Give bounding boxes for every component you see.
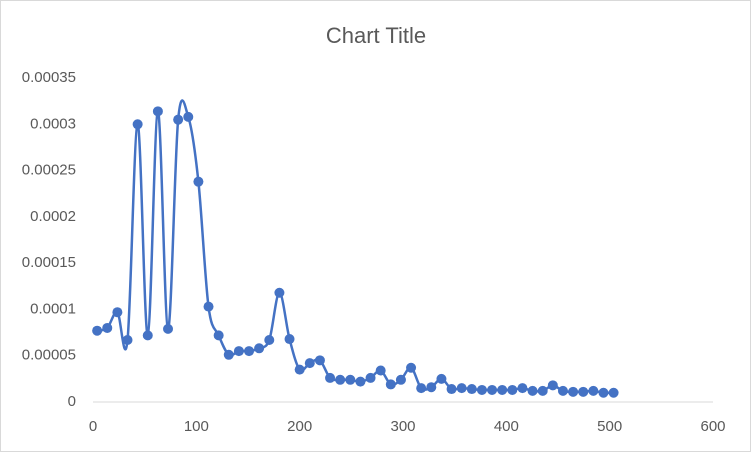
data-point	[487, 384, 498, 395]
data-point	[578, 386, 589, 397]
y-tick-label: 0.0003	[30, 115, 76, 132]
data-point	[92, 325, 103, 336]
data-point	[365, 372, 376, 383]
chart-title: Chart Title	[326, 23, 426, 48]
data-point	[568, 386, 579, 397]
data-point	[233, 346, 244, 357]
x-tick-label: 500	[597, 418, 622, 435]
y-tick-label: 0.00005	[22, 347, 76, 364]
y-tick-label: 0.0002	[30, 208, 76, 225]
data-point	[375, 365, 386, 376]
data-point	[527, 385, 538, 396]
data-point	[547, 380, 558, 391]
data-point	[325, 372, 336, 383]
data-point	[335, 374, 346, 385]
data-point	[598, 387, 609, 398]
data-point	[497, 384, 508, 395]
data-point	[183, 111, 194, 122]
data-point	[264, 334, 275, 345]
data-point	[446, 384, 457, 395]
data-point	[304, 358, 315, 369]
data-point	[294, 364, 305, 375]
x-tick-label: 300	[390, 418, 415, 435]
x-tick-label: 400	[494, 418, 519, 435]
data-point	[456, 383, 467, 394]
data-point	[608, 387, 619, 398]
data-point	[426, 382, 437, 393]
data-point	[476, 384, 487, 395]
data-point	[507, 384, 518, 395]
y-tick-label: 0.0001	[30, 300, 76, 317]
data-point	[355, 376, 366, 387]
data-point	[102, 322, 113, 333]
data-point	[436, 373, 447, 384]
data-point	[274, 287, 285, 298]
data-point	[254, 343, 265, 354]
y-tick-label: 0.00035	[22, 69, 76, 86]
data-point	[193, 176, 204, 187]
x-tick-label: 600	[700, 418, 725, 435]
data-point	[416, 383, 427, 394]
data-point	[163, 323, 174, 334]
data-point	[112, 307, 123, 318]
data-point	[284, 334, 295, 345]
data-point	[385, 379, 396, 390]
data-point	[557, 385, 568, 396]
data-point	[223, 349, 234, 360]
data-point	[152, 106, 163, 117]
data-point	[588, 385, 599, 396]
data-point	[132, 119, 143, 130]
y-tick-label: 0.00015	[22, 254, 76, 271]
data-point	[122, 334, 133, 345]
data-point	[395, 374, 406, 385]
data-point	[537, 385, 548, 396]
y-tick-label: 0.00025	[22, 162, 76, 179]
y-tick-label: 0	[68, 393, 76, 410]
data-point	[142, 330, 153, 341]
data-point	[244, 346, 255, 357]
x-tick-label: 100	[184, 418, 209, 435]
data-point	[213, 330, 224, 341]
data-point	[406, 362, 417, 373]
data-point	[203, 301, 214, 312]
data-point	[466, 384, 477, 395]
data-point	[345, 374, 356, 385]
x-tick-label: 200	[287, 418, 312, 435]
data-point	[173, 114, 184, 125]
data-point	[314, 355, 325, 366]
x-tick-label: 0	[89, 418, 97, 435]
data-point	[517, 383, 528, 394]
